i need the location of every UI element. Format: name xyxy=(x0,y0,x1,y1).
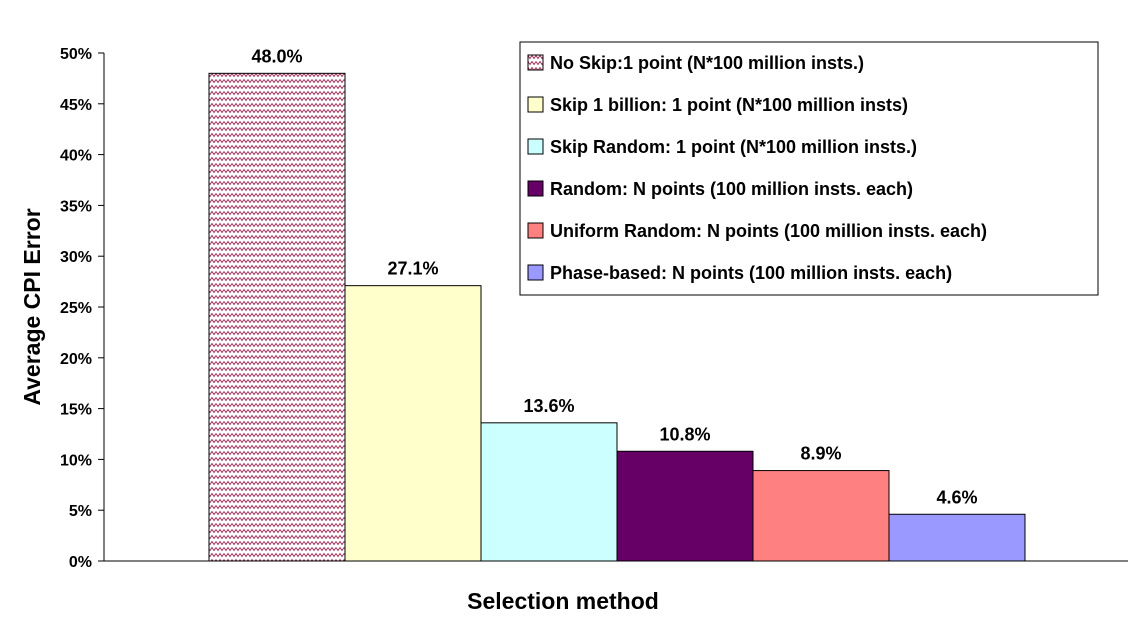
legend-swatch xyxy=(527,222,544,239)
legend-label: Random: N points (100 million insts. eac… xyxy=(550,179,913,199)
y-tick-label: 10% xyxy=(60,452,92,469)
data-label: 48.0% xyxy=(251,46,302,66)
y-tick-label: 20% xyxy=(60,351,92,368)
data-label: 27.1% xyxy=(387,259,438,279)
y-axis-ticks: 0% 5% 10% 15% 20% 25% 30% 35% 40% 45% 50% xyxy=(60,46,104,571)
legend-label: Skip Random: 1 point (N*100 million inst… xyxy=(550,137,917,157)
y-tick-label: 5% xyxy=(69,503,92,520)
legend-swatch xyxy=(527,96,544,113)
bar xyxy=(616,450,754,562)
y-tick-label: 45% xyxy=(60,97,92,114)
y-tick-label: 50% xyxy=(60,46,92,63)
bar xyxy=(480,422,618,562)
y-tick-label: 35% xyxy=(60,198,92,215)
legend-swatch xyxy=(527,138,544,155)
y-tick-label: 15% xyxy=(60,402,92,419)
y-tick-label: 0% xyxy=(69,554,92,571)
x-axis-title: Selection method xyxy=(467,588,659,614)
legend-swatch xyxy=(527,54,544,71)
y-tick-label: 25% xyxy=(60,300,92,317)
data-label: 8.9% xyxy=(800,444,841,464)
bars-group xyxy=(208,72,1026,562)
y-tick-label: 40% xyxy=(60,148,92,165)
bar xyxy=(208,72,346,562)
legend-swatch xyxy=(527,180,544,197)
bar xyxy=(752,470,890,562)
legend-swatch xyxy=(527,264,544,281)
legend-label: Phase-based: N points (100 million insts… xyxy=(550,263,952,283)
legend-label: Uniform Random: N points (100 million in… xyxy=(550,221,987,241)
y-tick-label: 30% xyxy=(60,249,92,266)
data-label: 4.6% xyxy=(936,487,977,507)
bar xyxy=(344,285,482,562)
legend: No Skip:1 point (N*100 million insts.) Sk… xyxy=(519,41,1099,296)
y-axis-title: Average CPI Error xyxy=(19,208,45,405)
legend-label: Skip 1 billion: 1 point (N*100 million i… xyxy=(550,95,908,115)
data-label: 13.6% xyxy=(523,396,574,416)
bar xyxy=(888,513,1026,562)
data-labels-group: 48.0% 27.1% 13.6% 10.8% 8.9% 4.6% xyxy=(251,46,977,507)
data-label: 10.8% xyxy=(659,424,710,444)
legend-box xyxy=(519,41,1099,296)
legend-label: No Skip:1 point (N*100 million insts.) xyxy=(550,53,864,73)
